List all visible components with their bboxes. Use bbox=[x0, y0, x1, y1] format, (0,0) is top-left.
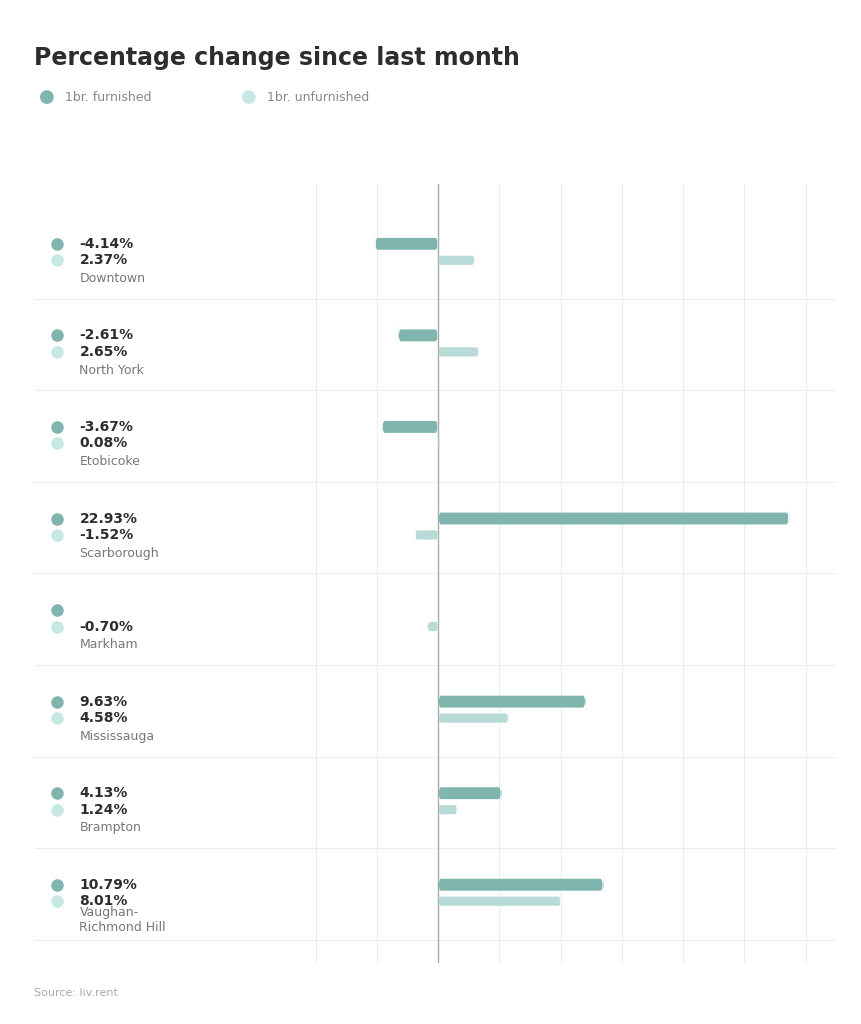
Text: -4.14%: -4.14% bbox=[79, 237, 133, 251]
Text: 4.13%: 4.13% bbox=[79, 786, 127, 800]
Text: -1.52%: -1.52% bbox=[79, 528, 133, 542]
FancyBboxPatch shape bbox=[381, 417, 437, 437]
FancyBboxPatch shape bbox=[427, 618, 437, 635]
FancyBboxPatch shape bbox=[437, 508, 788, 529]
Text: -0.70%: -0.70% bbox=[79, 620, 133, 634]
FancyBboxPatch shape bbox=[437, 344, 478, 360]
Text: 22.93%: 22.93% bbox=[79, 512, 137, 525]
Text: Vaughan-
Richmond Hill: Vaughan- Richmond Hill bbox=[79, 905, 166, 934]
Text: North York: North York bbox=[79, 364, 144, 377]
Text: 1.24%: 1.24% bbox=[79, 803, 127, 817]
FancyBboxPatch shape bbox=[398, 325, 437, 346]
Text: Source: liv.rent: Source: liv.rent bbox=[34, 988, 118, 998]
Text: 9.63%: 9.63% bbox=[79, 694, 127, 709]
Text: Downtown: Downtown bbox=[79, 272, 146, 285]
FancyBboxPatch shape bbox=[437, 802, 456, 818]
Text: 1br. furnished: 1br. furnished bbox=[65, 91, 151, 103]
FancyBboxPatch shape bbox=[437, 710, 508, 726]
Text: -3.67%: -3.67% bbox=[79, 420, 133, 434]
FancyBboxPatch shape bbox=[437, 435, 440, 452]
Text: ●: ● bbox=[39, 88, 54, 106]
FancyBboxPatch shape bbox=[414, 526, 437, 543]
FancyBboxPatch shape bbox=[437, 691, 585, 712]
FancyBboxPatch shape bbox=[437, 893, 561, 909]
Text: 2.37%: 2.37% bbox=[79, 253, 127, 267]
Text: Percentage change since last month: Percentage change since last month bbox=[34, 46, 520, 70]
Text: 8.01%: 8.01% bbox=[79, 894, 127, 908]
FancyBboxPatch shape bbox=[437, 782, 501, 804]
Text: Brampton: Brampton bbox=[79, 821, 141, 835]
Text: Markham: Markham bbox=[79, 638, 138, 651]
FancyBboxPatch shape bbox=[375, 233, 437, 254]
Text: Mississauga: Mississauga bbox=[79, 730, 154, 743]
Text: 1br. unfurnished: 1br. unfurnished bbox=[267, 91, 369, 103]
Text: 10.79%: 10.79% bbox=[79, 878, 137, 892]
Text: -2.61%: -2.61% bbox=[79, 329, 133, 342]
FancyBboxPatch shape bbox=[437, 252, 474, 268]
Text: 4.58%: 4.58% bbox=[79, 711, 127, 725]
Text: 0.08%: 0.08% bbox=[79, 436, 127, 451]
FancyBboxPatch shape bbox=[437, 874, 603, 895]
Text: Etobicoke: Etobicoke bbox=[79, 456, 140, 468]
Text: ●: ● bbox=[241, 88, 257, 106]
Text: 2.65%: 2.65% bbox=[79, 345, 127, 358]
Text: Scarborough: Scarborough bbox=[79, 547, 159, 560]
